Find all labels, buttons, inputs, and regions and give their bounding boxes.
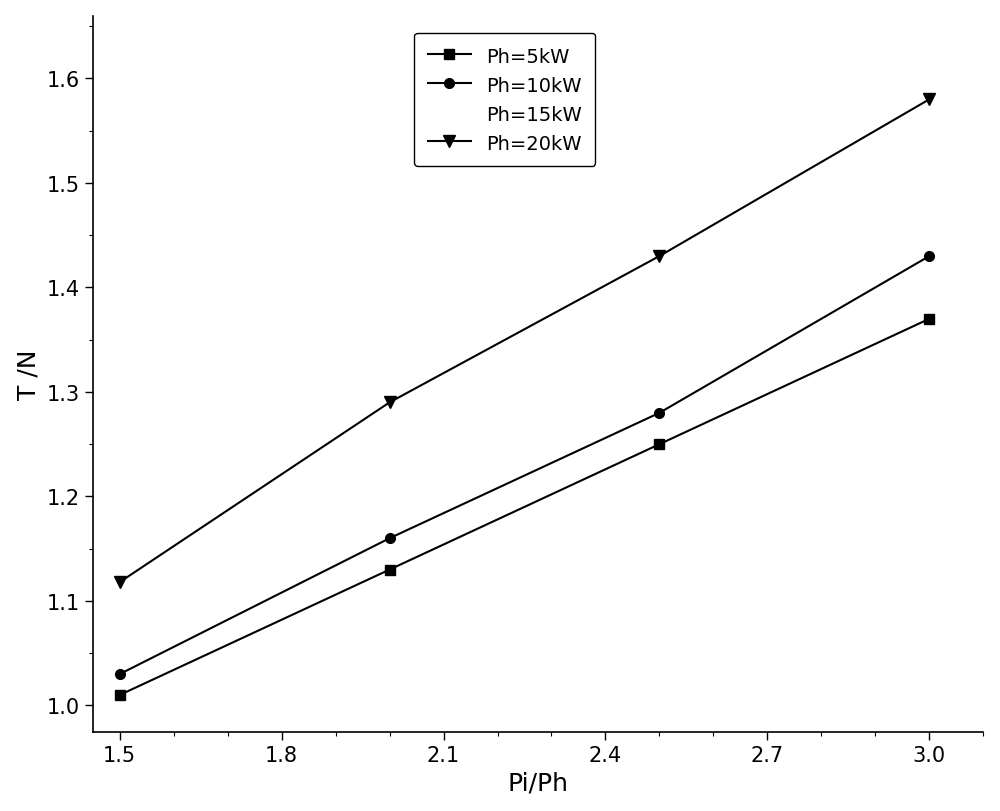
Ph=5kW [923,315,935,324]
Ph=5kW [384,565,396,575]
Ph=20kW [923,95,935,105]
Ph=5kW [653,440,665,449]
Y-axis label: T /N: T /N [17,349,41,399]
Legend: Ph=5kW, Ph=10kW, Ph=15kW, Ph=20kW: Ph=5kW, Ph=10kW, Ph=15kW, Ph=20kW [414,33,595,167]
Ph=10kW [114,669,126,679]
Ph=5kW [114,690,126,700]
Ph=20kW [114,577,126,587]
Ph=10kW [384,534,396,543]
Line: Ph=20kW: Ph=20kW [114,95,935,588]
Ph=20kW [653,252,665,262]
Line: Ph=10kW: Ph=10kW [115,252,934,679]
Ph=20kW [384,398,396,408]
Line: Ph=5kW: Ph=5kW [115,315,934,700]
Ph=10kW [653,409,665,418]
X-axis label: Pi/Ph: Pi/Ph [508,770,568,794]
Ph=10kW [923,252,935,262]
